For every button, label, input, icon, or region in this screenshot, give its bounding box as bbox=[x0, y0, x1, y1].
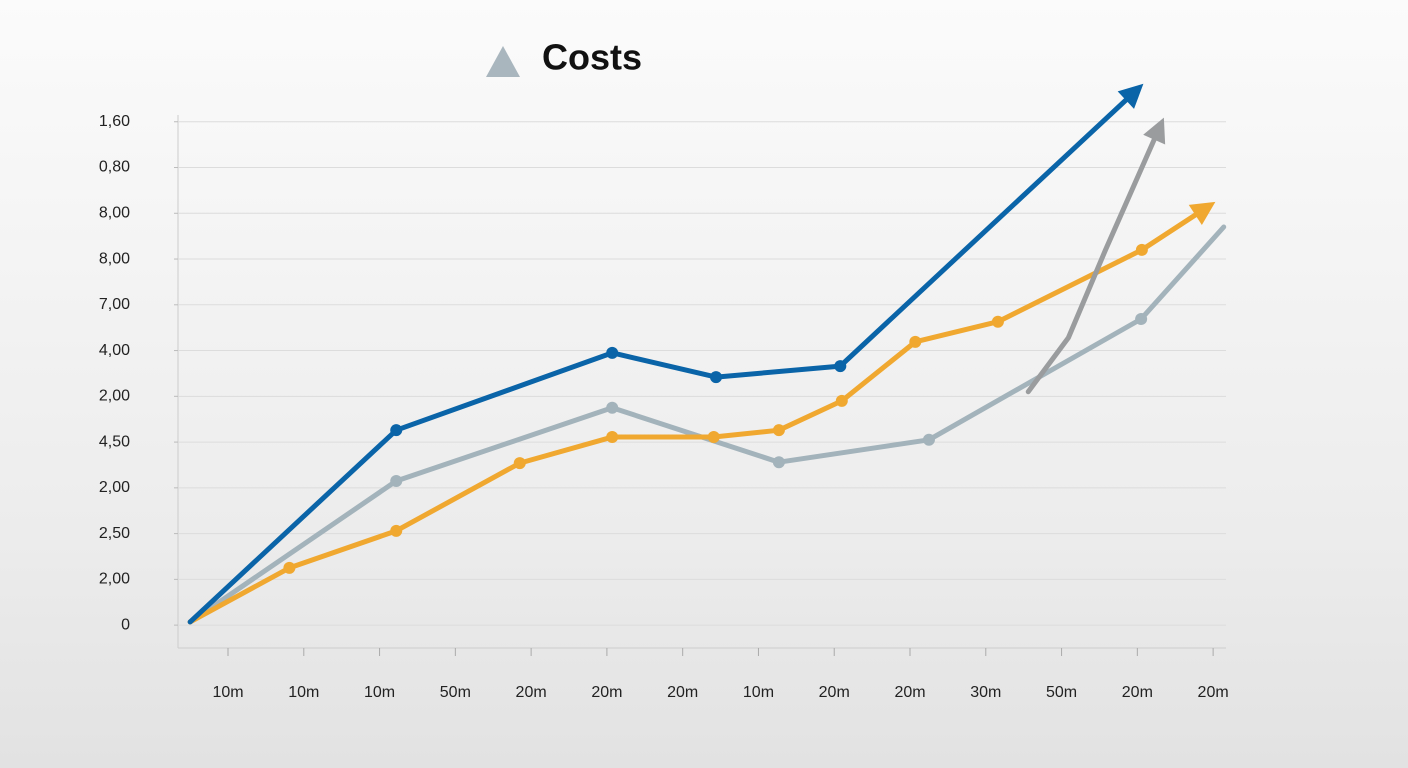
x-tick-label: 20m bbox=[1198, 684, 1229, 701]
marker bbox=[390, 424, 403, 437]
x-tick-label: 10m bbox=[212, 684, 243, 701]
x-tick-label: 50m bbox=[1046, 684, 1077, 701]
y-tick-label: 2,50 bbox=[99, 525, 130, 542]
marker bbox=[707, 431, 720, 444]
y-tick-label: 2,00 bbox=[99, 479, 130, 496]
marker bbox=[606, 346, 619, 359]
marker bbox=[513, 457, 526, 470]
marker bbox=[835, 394, 848, 407]
chart-title: Costs bbox=[542, 37, 642, 78]
y-tick-label: 4,00 bbox=[99, 342, 130, 359]
marker bbox=[909, 335, 922, 348]
x-tick-label: 50m bbox=[440, 684, 471, 701]
y-tick-label: 8,00 bbox=[99, 250, 130, 267]
legend-icon bbox=[486, 46, 520, 77]
y-tick-label: 8,00 bbox=[99, 204, 130, 221]
marker bbox=[991, 315, 1004, 328]
marker bbox=[772, 424, 785, 437]
x-tick-label: 30m bbox=[970, 684, 1001, 701]
marker bbox=[606, 401, 619, 414]
arrow-head bbox=[1143, 117, 1166, 145]
marker bbox=[1135, 312, 1148, 325]
y-tick-label: 2,00 bbox=[99, 388, 130, 405]
line bbox=[1025, 132, 1159, 395]
x-tick-label: 20m bbox=[516, 684, 547, 701]
y-tick-label: 7,00 bbox=[99, 296, 130, 313]
line bbox=[187, 209, 1202, 625]
marker bbox=[1135, 243, 1148, 256]
y-tick-label: 2,00 bbox=[99, 571, 130, 588]
y-tick-label: 4,50 bbox=[99, 433, 130, 450]
x-tick-label: 10m bbox=[288, 684, 319, 701]
y-tick-label: 0,80 bbox=[99, 159, 130, 176]
marker bbox=[283, 561, 296, 574]
y-tick-label: 0 bbox=[121, 616, 130, 633]
x-tick-label: 20m bbox=[591, 684, 622, 701]
marker bbox=[772, 456, 785, 469]
marker bbox=[922, 433, 935, 446]
x-tick-label: 20m bbox=[894, 684, 925, 701]
marker bbox=[834, 360, 847, 373]
x-tick-label: 20m bbox=[667, 684, 698, 701]
marker bbox=[390, 474, 403, 487]
x-tick-label: 10m bbox=[364, 684, 395, 701]
marker bbox=[710, 371, 723, 384]
marker bbox=[606, 431, 619, 444]
x-tick-label: 10m bbox=[743, 684, 774, 701]
x-tick-label: 20m bbox=[1122, 684, 1153, 701]
marker bbox=[390, 524, 403, 537]
y-tick-label: 1,60 bbox=[99, 113, 130, 130]
x-tick-label: 20m bbox=[819, 684, 850, 701]
line bbox=[187, 94, 1132, 625]
arrow-head bbox=[1188, 201, 1216, 226]
